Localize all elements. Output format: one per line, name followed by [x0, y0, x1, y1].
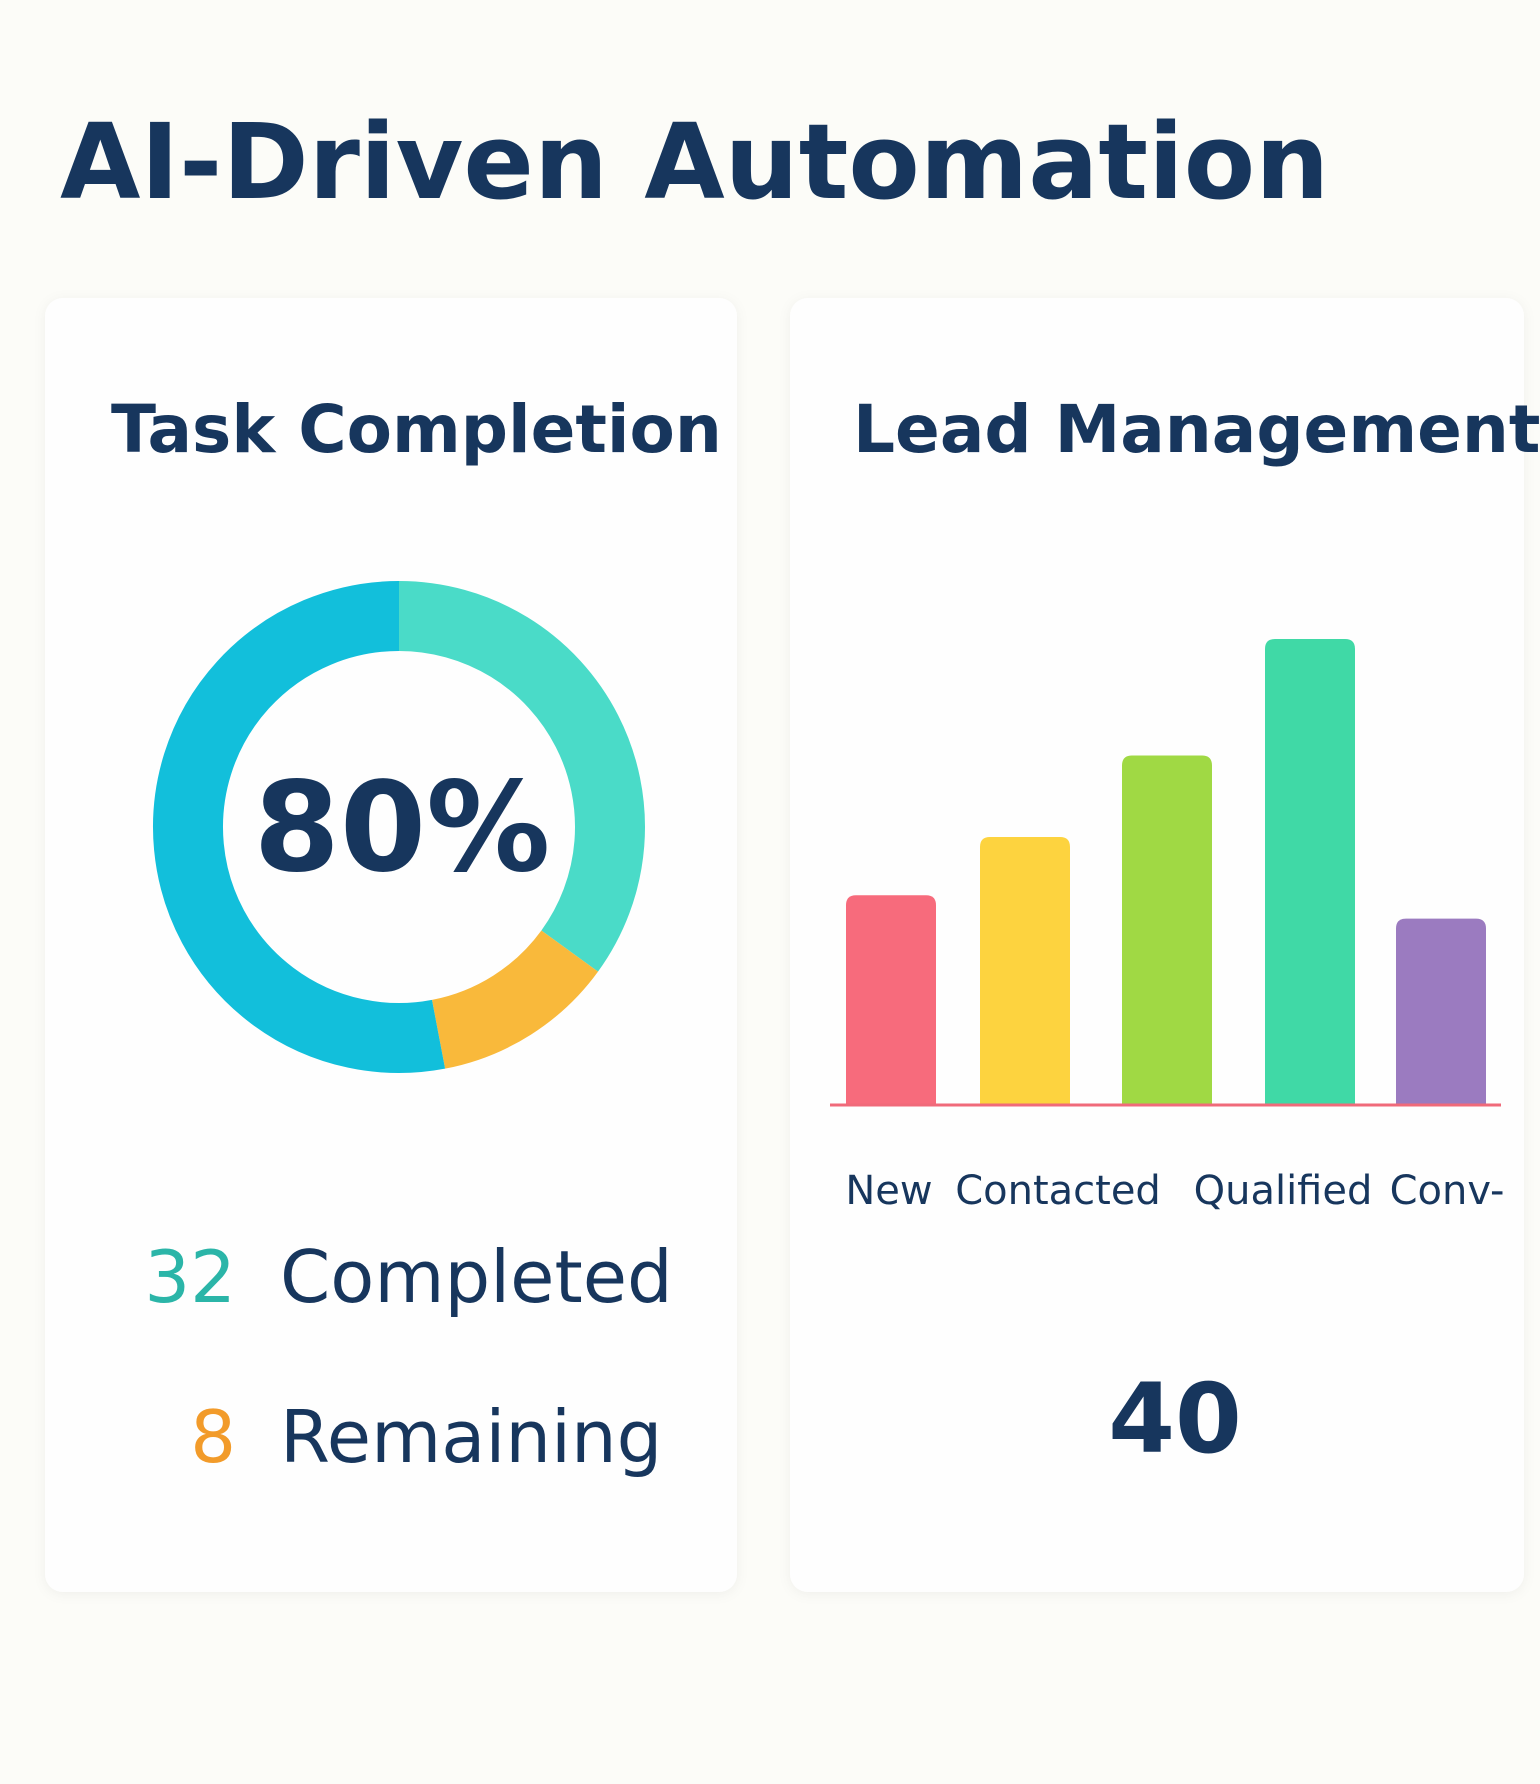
footer-value: 40 [1108, 1363, 1242, 1475]
donut-segment [431, 929, 599, 1069]
bar [1265, 639, 1355, 1105]
stat-label: Completed [280, 1235, 673, 1319]
card-title: Task Completion [111, 391, 722, 468]
bar [1396, 918, 1486, 1105]
bar [1122, 755, 1212, 1105]
stat-label: Remaining [280, 1395, 662, 1479]
page-title: AI-Driven Automation [60, 101, 1329, 223]
card-title: Lead Management [853, 391, 1540, 468]
stat-value: 8 [190, 1395, 236, 1479]
donut-segment [153, 581, 446, 1073]
x-tick-label: New [845, 1168, 932, 1214]
stat-value: 32 [144, 1235, 236, 1319]
x-tick-label: Contacted [955, 1168, 1161, 1214]
bar [846, 895, 936, 1105]
bar [980, 837, 1070, 1105]
x-tick-label: Conv- [1390, 1168, 1505, 1214]
donut-center-label: 80% [254, 756, 551, 900]
card [45, 298, 737, 1592]
x-tick-label: Qualified [1194, 1168, 1373, 1214]
donut-segment [398, 581, 645, 972]
